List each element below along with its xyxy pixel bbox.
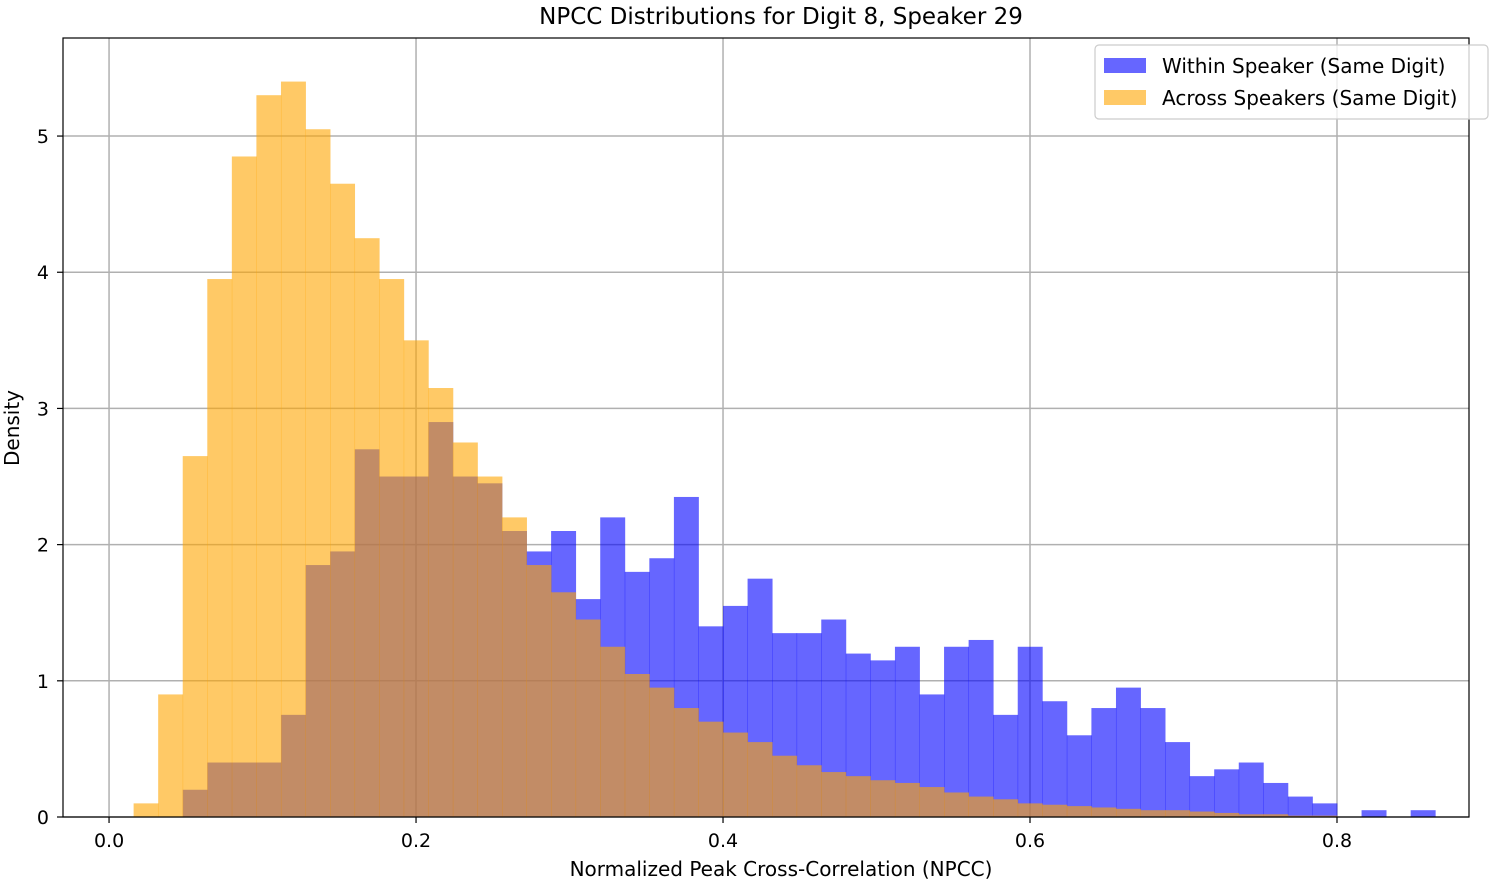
x-ticks: 0.0 0.2 0.4 0.6 0.8: [94, 817, 1352, 852]
plot-frame: [62, 37, 1470, 818]
histogram-bar: [1214, 812, 1240, 817]
histogram-bar: [256, 95, 282, 818]
histogram-bar: [1165, 742, 1191, 817]
x-axis-label: Normalized Peak Cross-Correlation (NPCC): [570, 857, 993, 881]
legend: Within Speaker (Same Digit) Across Speak…: [1094, 44, 1489, 120]
histogram-bar: [1312, 815, 1338, 817]
histogram-bar: [1263, 782, 1289, 817]
histogram-bar: [231, 156, 257, 818]
histogram-bar: [452, 442, 478, 817]
histogram-bar: [428, 388, 454, 817]
histogram-bar: [551, 592, 577, 817]
histogram-bar: [1017, 646, 1043, 817]
histogram-bar: [526, 565, 552, 817]
histogram-bar: [796, 765, 822, 817]
histogram-bar: [649, 687, 675, 817]
y-axis-label: Density: [0, 390, 24, 466]
histogram-bar: [1091, 708, 1117, 817]
x-tick-label: 0.6: [1015, 830, 1045, 852]
y-tick-label: 4: [37, 262, 49, 284]
legend-box: [1094, 44, 1489, 120]
histogram-bar: [1214, 769, 1240, 817]
histogram-bar: [1066, 735, 1092, 817]
histogram-bar: [993, 799, 1019, 817]
y-ticks: 0 1 2 3 4 5: [37, 126, 63, 829]
histogram-bar: [1287, 815, 1313, 817]
x-tick-label: 0.2: [401, 830, 431, 852]
histogram-bar: [747, 742, 773, 817]
histogram-bar: [1042, 804, 1068, 817]
legend-label-across-speakers: Across Speakers (Same Digit): [1162, 86, 1457, 110]
histogram-bar: [968, 639, 994, 817]
histogram-bar: [968, 796, 994, 817]
histogram-bar: [1017, 803, 1043, 817]
histogram-bar: [1042, 701, 1068, 817]
histogram-bar: [600, 646, 626, 817]
histogram-bar: [944, 792, 970, 817]
histogram-bar: [158, 694, 184, 817]
histogram-bar: [477, 476, 503, 817]
histogram-bar: [698, 721, 724, 817]
histogram-bar: [845, 776, 871, 817]
histogram-bar: [330, 183, 356, 817]
histogram-bar: [1287, 796, 1313, 817]
histogram-bar: [1066, 806, 1092, 817]
histogram-bar: [944, 646, 970, 817]
histogram-bar: [772, 755, 798, 817]
y-tick-label: 3: [37, 398, 49, 420]
histogram-bar: [1091, 807, 1117, 817]
histogram-bar: [403, 340, 429, 817]
y-tick-label: 1: [37, 671, 49, 693]
histogram-bar: [1238, 762, 1264, 817]
histogram-bar: [305, 129, 331, 817]
y-tick-label: 2: [37, 535, 49, 557]
histogram-bar: [723, 732, 748, 817]
histogram-bar: [1115, 808, 1141, 817]
histogram-bar: [894, 782, 920, 817]
histogram-bar: [870, 780, 896, 817]
histogram-bar: [1238, 814, 1264, 817]
histogram-bar: [1140, 810, 1166, 817]
legend-swatch-across-speakers: [1104, 90, 1146, 105]
histogram-bar: [280, 81, 306, 817]
x-tick-label: 0.0: [94, 830, 124, 852]
histogram-bar: [919, 787, 945, 817]
histogram-bar: [501, 517, 527, 817]
histogram-bar: [133, 803, 159, 817]
histogram-bar: [575, 619, 601, 817]
histogram-bar: [673, 708, 699, 817]
histogram-bar: [1189, 776, 1215, 817]
histogram-bar: [1165, 810, 1191, 817]
histogram-bar: [1410, 810, 1436, 817]
histogram-bar: [182, 456, 208, 817]
legend-swatch-within-speaker: [1104, 58, 1146, 73]
series-across-speakers: [133, 81, 1338, 818]
chart-title: NPCC Distributions for Digit 8, Speaker …: [539, 4, 1023, 30]
histogram-bar: [1263, 814, 1289, 817]
histogram-bar: [1140, 708, 1166, 817]
histogram-bar: [1312, 803, 1338, 817]
histogram-bar: [821, 772, 847, 817]
histogram-bar: [1115, 687, 1141, 817]
histogram-bar: [379, 279, 405, 817]
legend-label-within-speaker: Within Speaker (Same Digit): [1162, 54, 1445, 78]
histogram-bar: [207, 279, 233, 817]
histogram-bar: [1189, 811, 1215, 817]
x-tick-label: 0.8: [1322, 830, 1352, 852]
histogram-bar: [624, 674, 650, 817]
y-tick-label: 0: [37, 807, 49, 829]
x-tick-label: 0.4: [708, 830, 738, 852]
histogram-bar: [1361, 810, 1387, 817]
y-tick-label: 5: [37, 126, 49, 148]
histogram-bar: [354, 238, 380, 817]
